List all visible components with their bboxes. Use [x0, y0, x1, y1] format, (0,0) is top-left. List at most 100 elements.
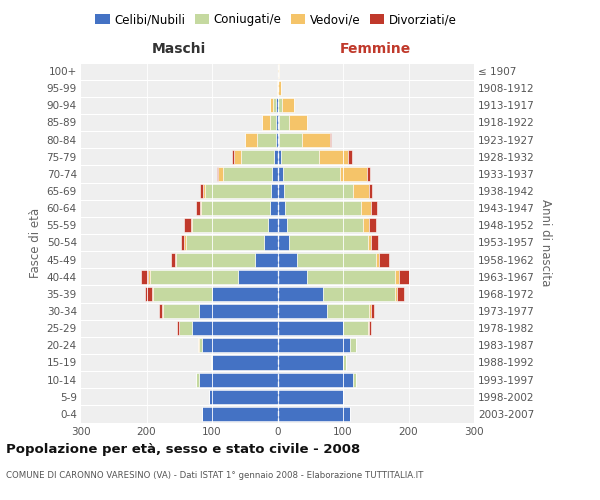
- Bar: [232, 150, 233, 164]
- Y-axis label: Anni di nascita: Anni di nascita: [539, 199, 551, 286]
- Bar: [175, 252, 176, 266]
- Bar: [277, 236, 289, 250]
- Bar: [277, 201, 286, 215]
- Bar: [269, 98, 273, 112]
- Bar: [275, 132, 277, 146]
- Bar: [277, 218, 287, 232]
- Bar: [371, 236, 378, 250]
- Bar: [200, 201, 201, 215]
- Bar: [141, 270, 148, 284]
- Bar: [323, 287, 395, 301]
- Bar: [186, 236, 265, 250]
- Bar: [278, 81, 281, 95]
- Bar: [289, 236, 368, 250]
- Bar: [254, 252, 277, 266]
- Bar: [277, 132, 280, 146]
- Bar: [202, 407, 277, 421]
- Bar: [369, 304, 371, 318]
- Bar: [148, 270, 150, 284]
- Bar: [277, 407, 350, 421]
- Bar: [280, 132, 302, 146]
- Bar: [369, 184, 373, 198]
- Bar: [268, 218, 277, 232]
- Bar: [262, 116, 269, 130]
- Bar: [369, 218, 376, 232]
- Bar: [198, 338, 199, 352]
- Bar: [172, 252, 175, 266]
- Bar: [265, 236, 277, 250]
- Bar: [371, 201, 377, 215]
- Bar: [152, 287, 153, 301]
- Bar: [307, 270, 395, 284]
- Bar: [272, 167, 277, 181]
- Bar: [184, 236, 186, 250]
- Bar: [273, 98, 276, 112]
- Bar: [284, 184, 353, 198]
- Bar: [276, 98, 277, 112]
- Bar: [197, 338, 198, 352]
- Bar: [271, 184, 277, 198]
- Bar: [330, 132, 331, 146]
- Bar: [277, 304, 326, 318]
- Bar: [277, 98, 278, 112]
- Bar: [209, 390, 277, 404]
- Text: Maschi: Maschi: [152, 42, 206, 56]
- Text: Femmine: Femmine: [340, 42, 412, 56]
- Bar: [257, 132, 275, 146]
- Bar: [277, 81, 278, 95]
- Bar: [277, 184, 284, 198]
- Bar: [368, 236, 371, 250]
- Bar: [367, 167, 370, 181]
- Bar: [191, 218, 193, 232]
- Bar: [286, 201, 361, 215]
- Bar: [343, 321, 368, 335]
- Bar: [379, 252, 389, 266]
- Bar: [279, 116, 289, 130]
- Bar: [277, 64, 279, 78]
- Bar: [277, 116, 279, 130]
- Bar: [348, 150, 352, 164]
- Bar: [238, 270, 277, 284]
- Bar: [277, 321, 343, 335]
- Bar: [212, 287, 277, 301]
- Bar: [176, 252, 254, 266]
- Bar: [277, 167, 283, 181]
- Bar: [223, 167, 272, 181]
- Bar: [287, 218, 362, 232]
- Bar: [179, 321, 193, 335]
- Bar: [245, 132, 257, 146]
- Bar: [281, 150, 319, 164]
- Bar: [193, 218, 268, 232]
- Bar: [184, 218, 191, 232]
- Bar: [203, 184, 205, 198]
- Bar: [398, 270, 409, 284]
- Bar: [233, 150, 241, 164]
- Bar: [340, 167, 367, 181]
- Bar: [277, 338, 350, 352]
- Bar: [368, 321, 371, 335]
- Bar: [201, 201, 269, 215]
- Bar: [199, 372, 277, 386]
- Bar: [376, 252, 379, 266]
- Bar: [343, 356, 346, 370]
- Bar: [350, 338, 356, 352]
- Bar: [196, 201, 200, 215]
- Bar: [395, 270, 398, 284]
- Bar: [145, 287, 152, 301]
- Bar: [362, 218, 369, 232]
- Bar: [277, 372, 353, 386]
- Bar: [176, 321, 179, 335]
- Bar: [159, 304, 162, 318]
- Bar: [371, 304, 374, 318]
- Bar: [269, 116, 276, 130]
- Bar: [395, 287, 397, 301]
- Bar: [241, 150, 274, 164]
- Bar: [205, 184, 271, 198]
- Bar: [153, 287, 212, 301]
- Bar: [397, 287, 404, 301]
- Y-axis label: Fasce di età: Fasce di età: [29, 208, 43, 278]
- Bar: [302, 132, 330, 146]
- Bar: [361, 201, 371, 215]
- Bar: [217, 167, 218, 181]
- Bar: [211, 356, 212, 370]
